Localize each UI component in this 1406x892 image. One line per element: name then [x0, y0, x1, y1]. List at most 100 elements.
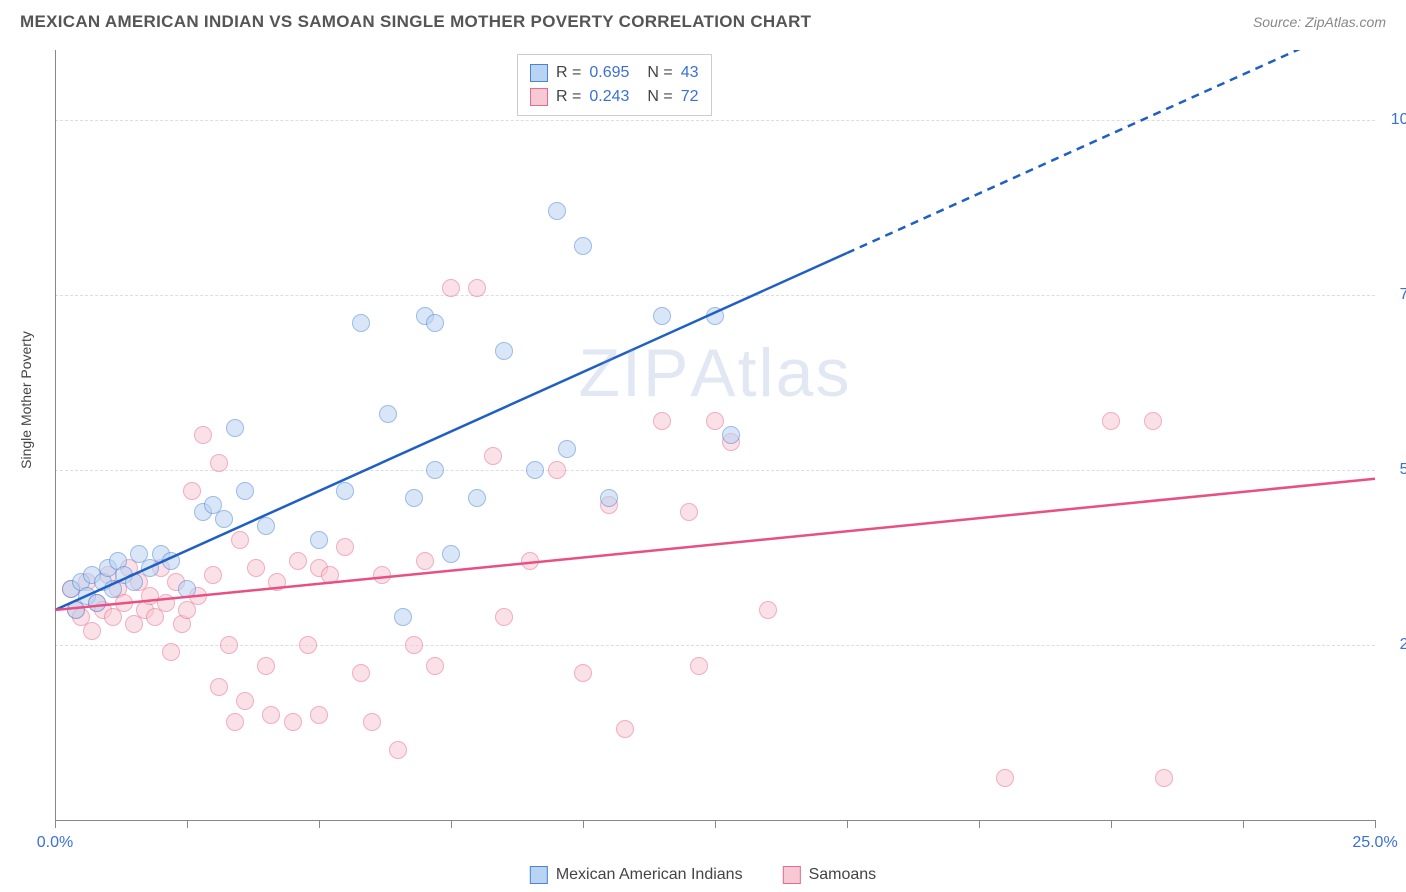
data-point: [310, 706, 328, 724]
header: MEXICAN AMERICAN INDIAN VS SAMOAN SINGLE…: [0, 0, 1406, 40]
data-point: [405, 489, 423, 507]
stat-r-value: 0.243: [589, 85, 629, 109]
chart-title: MEXICAN AMERICAN INDIAN VS SAMOAN SINGLE…: [20, 12, 811, 32]
x-tick: [1243, 820, 1244, 828]
x-tick: [319, 820, 320, 828]
stat-r-label: R =: [556, 61, 581, 85]
legend-item: Samoans: [783, 866, 877, 884]
data-point: [1144, 412, 1162, 430]
data-point: [125, 573, 143, 591]
stats-box: R =0.695N =43R =0.243N =72: [517, 54, 712, 116]
x-tick: [55, 820, 56, 828]
data-point: [210, 678, 228, 696]
x-tick: [847, 820, 848, 828]
data-point: [548, 202, 566, 220]
y-tick-label: 25.0%: [1385, 636, 1406, 654]
stat-r-value: 0.695: [589, 61, 629, 85]
data-point: [236, 692, 254, 710]
stat-n-value: 72: [681, 85, 699, 109]
data-point: [178, 580, 196, 598]
data-point: [548, 461, 566, 479]
gridline: [55, 120, 1375, 121]
data-point: [88, 594, 106, 612]
stats-row: R =0.243N =72: [530, 85, 699, 109]
data-point: [405, 636, 423, 654]
data-point: [231, 531, 249, 549]
data-point: [690, 657, 708, 675]
data-point: [183, 482, 201, 500]
data-point: [373, 566, 391, 584]
data-point: [389, 741, 407, 759]
data-point: [262, 706, 280, 724]
x-tick-label: 0.0%: [37, 834, 73, 852]
x-tick: [715, 820, 716, 828]
series-swatch: [530, 64, 548, 82]
data-point: [336, 482, 354, 500]
data-point: [352, 314, 370, 332]
data-point: [83, 622, 101, 640]
x-tick: [583, 820, 584, 828]
source-label: Source: ZipAtlas.com: [1253, 14, 1386, 30]
plot-area: 25.0%50.0%75.0%100.0%0.0%25.0%R =0.695N …: [55, 50, 1375, 820]
data-point: [162, 643, 180, 661]
x-tick: [979, 820, 980, 828]
data-point: [495, 342, 513, 360]
data-point: [226, 713, 244, 731]
data-point: [247, 559, 265, 577]
x-tick-label: 25.0%: [1352, 834, 1397, 852]
data-point: [268, 573, 286, 591]
data-point: [1155, 769, 1173, 787]
data-point: [468, 279, 486, 297]
data-point: [215, 510, 233, 528]
data-point: [236, 482, 254, 500]
data-point: [284, 713, 302, 731]
data-point: [495, 608, 513, 626]
y-tick-label: 100.0%: [1385, 111, 1406, 129]
data-point: [526, 461, 544, 479]
data-point: [706, 307, 724, 325]
x-tick: [1375, 820, 1376, 828]
data-point: [680, 503, 698, 521]
data-point: [363, 713, 381, 731]
legend-label: Samoans: [809, 866, 877, 884]
series-swatch: [530, 88, 548, 106]
stat-n-label: N =: [647, 61, 672, 85]
data-point: [299, 636, 317, 654]
data-point: [653, 412, 671, 430]
data-point: [220, 636, 238, 654]
x-tick: [1111, 820, 1112, 828]
data-point: [336, 538, 354, 556]
data-point: [379, 405, 397, 423]
data-point: [257, 517, 275, 535]
data-point: [1102, 412, 1120, 430]
gridline: [55, 295, 1375, 296]
data-point: [600, 489, 618, 507]
y-axis-label: Single Mother Poverty: [18, 331, 34, 469]
data-point: [722, 426, 740, 444]
data-point: [574, 237, 592, 255]
data-point: [394, 608, 412, 626]
legend-label: Mexican American Indians: [556, 866, 743, 884]
data-point: [616, 720, 634, 738]
legend-swatch: [783, 866, 801, 884]
data-point: [426, 461, 444, 479]
data-point: [352, 664, 370, 682]
data-point: [162, 552, 180, 570]
y-axis-line: [55, 50, 56, 820]
data-point: [706, 412, 724, 430]
data-point: [521, 552, 539, 570]
data-point: [157, 594, 175, 612]
data-point: [442, 545, 460, 563]
data-point: [426, 657, 444, 675]
legend-item: Mexican American Indians: [530, 866, 743, 884]
data-point: [321, 566, 339, 584]
data-point: [226, 419, 244, 437]
data-point: [204, 566, 222, 584]
chart-area: 25.0%50.0%75.0%100.0%0.0%25.0%R =0.695N …: [55, 50, 1375, 820]
data-point: [210, 454, 228, 472]
gridline: [55, 470, 1375, 471]
data-point: [484, 447, 502, 465]
stat-n-label: N =: [647, 85, 672, 109]
y-tick-label: 75.0%: [1385, 286, 1406, 304]
legend-swatch: [530, 866, 548, 884]
